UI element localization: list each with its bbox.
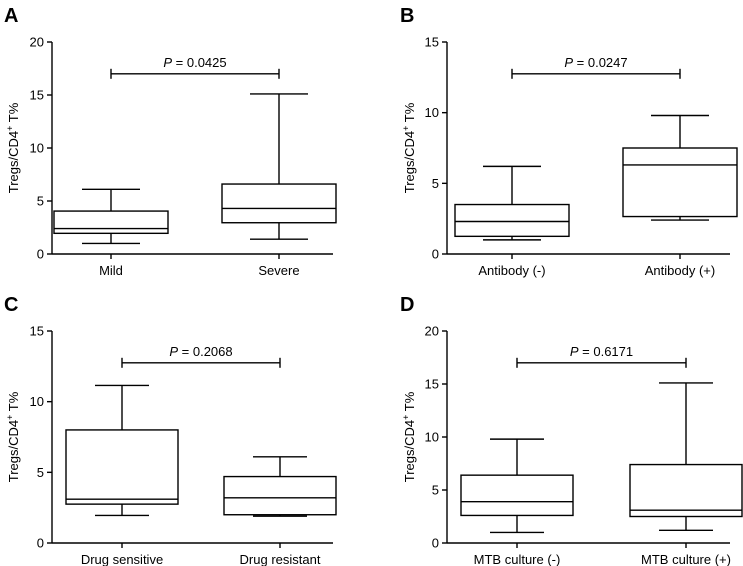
iqr-box (223, 475, 337, 516)
box-2: Severe (221, 93, 337, 278)
panel-a: A 0 5 10 15 20 Tregs/CD4+ T% Mild Severe P = 0.04… (4, 5, 337, 278)
box-1: Drug sensitive (65, 384, 179, 566)
y-axis-label: Tregs/CD4+ T% (401, 102, 417, 193)
iqr-box (460, 474, 574, 517)
y-tick-label: 10 (425, 105, 439, 120)
significance-bracket: P = 0.0425 (110, 55, 280, 79)
iqr-box (221, 183, 337, 224)
y-axis-label: Tregs/CD4+ T% (5, 102, 21, 193)
panel-letter: D (400, 294, 414, 316)
category-label: Drug sensitive (81, 552, 163, 566)
y-tick-label: 0 (37, 536, 44, 551)
box-1: MTB culture (-) (460, 438, 574, 566)
category-label: Mild (99, 263, 123, 278)
iqr-box (454, 203, 570, 238)
category-label: Antibody (-) (478, 263, 545, 278)
p-value-label: P = 0.0425 (163, 55, 226, 70)
y-tick-label: 5 (432, 176, 439, 191)
y-tick-label: 0 (37, 247, 44, 262)
category-label: Severe (258, 263, 299, 278)
y-tick-label: 5 (37, 465, 44, 480)
y-tick-label: 0 (432, 536, 439, 551)
y-tick-label: 0 (432, 247, 439, 262)
y-tick-label: 10 (425, 430, 439, 445)
box-1: Antibody (-) (454, 165, 570, 278)
y-tick-label: 15 (30, 88, 44, 103)
box-2: MTB culture (+) (629, 382, 743, 566)
y-tick-label: 15 (425, 377, 439, 392)
iqr-box (622, 147, 738, 218)
box-2: Antibody (+) (622, 114, 738, 278)
box-1: Mild (53, 188, 169, 278)
category-label: Drug resistant (240, 552, 321, 566)
panel-b: B 0 5 10 15 Tregs/CD4+ T% Antibody (-) Antibody… (400, 5, 738, 278)
y-tick-label: 15 (30, 324, 44, 339)
y-tick-label: 10 (30, 394, 44, 409)
p-value-label: P = 0.6171 (570, 344, 633, 359)
panel-letter: A (4, 5, 18, 27)
panel-letter: C (4, 294, 18, 316)
iqr-box (53, 210, 169, 235)
iqr-box (629, 463, 743, 518)
significance-bracket: P = 0.0247 (511, 55, 681, 79)
significance-bracket: P = 0.2068 (121, 344, 281, 368)
panel-c: C 0 5 10 15 Tregs/CD4+ T% Drug sensitive Drug r… (4, 294, 337, 566)
category-label: Antibody (+) (645, 263, 715, 278)
panel-d: D 0 5 10 15 20 Tregs/CD4+ T% MTB culture (-) MTB… (400, 294, 743, 566)
y-tick-label: 5 (432, 483, 439, 498)
iqr-box (65, 429, 179, 505)
y-tick-label: 15 (425, 35, 439, 50)
y-axis-label: Tregs/CD4+ T% (5, 391, 21, 482)
significance-bracket: P = 0.6171 (516, 344, 687, 368)
category-label: MTB culture (-) (474, 552, 561, 566)
y-tick-label: 20 (30, 35, 44, 50)
y-tick-label: 10 (30, 141, 44, 156)
y-tick-label: 20 (425, 324, 439, 339)
y-tick-label: 5 (37, 194, 44, 209)
category-label: MTB culture (+) (641, 552, 731, 566)
y-axis-label: Tregs/CD4+ T% (401, 391, 417, 482)
box-2: Drug resistant (223, 456, 337, 566)
p-value-label: P = 0.2068 (169, 344, 232, 359)
panel-letter: B (400, 5, 414, 27)
p-value-label: P = 0.0247 (564, 55, 627, 70)
